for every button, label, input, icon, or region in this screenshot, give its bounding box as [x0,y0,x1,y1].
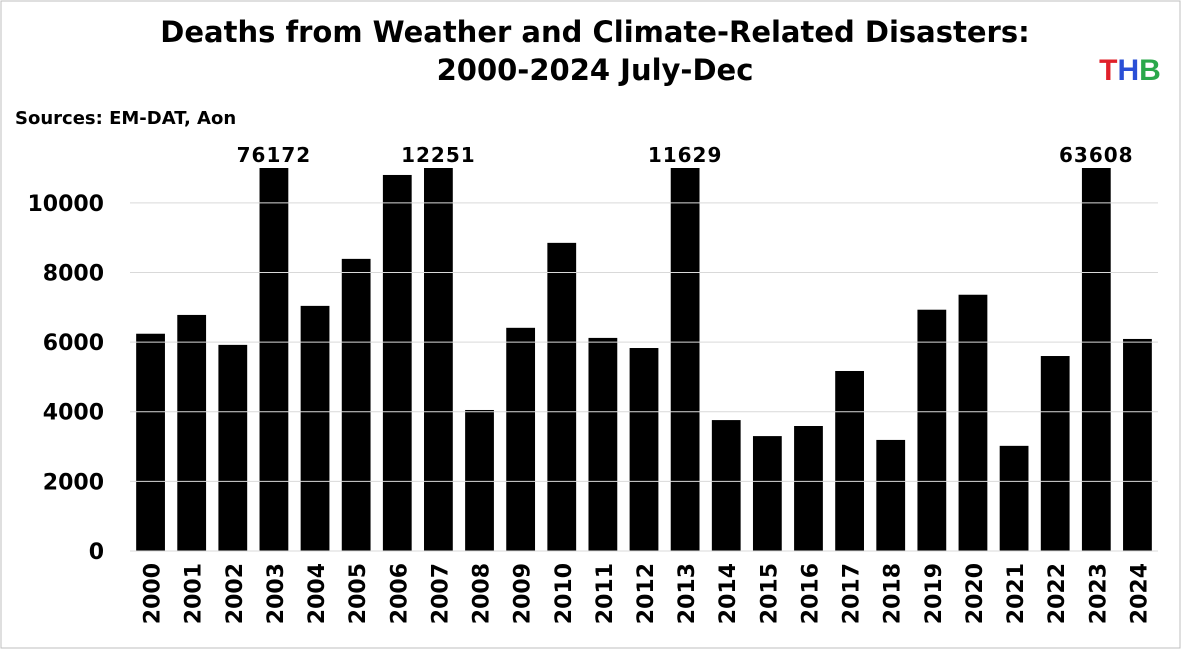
bar [629,348,659,551]
value-label: 11629 [648,143,723,167]
bar [752,436,782,551]
bar [259,168,289,551]
x-tick-label: 2020 [963,563,988,624]
bar [876,439,906,551]
y-tick-label: 2000 [43,470,104,495]
chart-title: 2000-2024 July-Dec [437,53,754,87]
bar [794,426,823,551]
x-tick-label: 2023 [1086,563,1111,624]
y-tick-label: 0 [89,540,104,565]
y-tick-label: 6000 [43,331,104,356]
x-tick-label: 2011 [593,563,618,624]
bar [1123,338,1152,551]
value-label: 63608 [1059,143,1134,167]
bar [547,242,577,552]
x-tick-label: 2017 [840,563,865,624]
logo-letter: H [1117,54,1139,87]
value-label: 76172 [237,143,312,167]
bar [218,344,248,551]
plot-area [136,168,1152,552]
y-tick-label: 4000 [43,401,104,426]
y-tick-label: 10000 [27,192,104,217]
x-tick-label: 2024 [1127,563,1152,624]
bar [670,168,700,551]
x-tick-label: 2013 [675,563,700,624]
x-tick-label: 2005 [346,563,371,624]
bar [1081,168,1111,551]
bar [711,420,741,551]
x-tick-label: 2006 [387,563,412,624]
bar [506,327,536,551]
x-tick-label: 2002 [223,563,248,624]
x-tick-label: 2004 [305,563,330,624]
bar [177,314,207,551]
x-tick-label: 2012 [634,563,659,624]
logo-letter: T [1099,54,1117,87]
bar [341,258,371,551]
x-tick-label: 2015 [757,563,782,624]
x-tick-label: 2000 [141,563,166,624]
bar [300,305,330,551]
bar [958,294,988,551]
y-tick-label: 8000 [43,261,104,286]
logo: THB [1099,54,1161,87]
x-tick-label: 2008 [470,563,495,624]
bar [588,337,618,551]
x-tick-label: 2010 [552,563,577,624]
logo-letter: B [1139,54,1161,87]
bar [424,168,453,552]
x-tick-label: 2021 [1004,563,1029,624]
bar [382,174,412,552]
x-tick-label: 2003 [264,563,289,624]
x-tick-label: 2009 [511,563,536,624]
bar [917,309,947,551]
chart-title: Deaths from Weather and Climate-Related … [160,15,1029,49]
x-tick-label: 2018 [881,563,906,624]
x-tick-label: 2007 [428,563,453,624]
chart-subtitle: Sources: EM-DAT, Aon [15,108,236,129]
bar [136,333,165,551]
bar [1040,356,1070,551]
value-label: 12251 [401,143,476,167]
bar [835,370,864,551]
bar [465,409,494,551]
x-tick-label: 2014 [716,563,741,624]
bar [999,445,1029,551]
x-tick-label: 2016 [798,563,823,624]
x-tick-label: 2022 [1045,563,1070,624]
x-tick-label: 2001 [182,563,207,624]
x-tick-label: 2019 [922,563,947,624]
